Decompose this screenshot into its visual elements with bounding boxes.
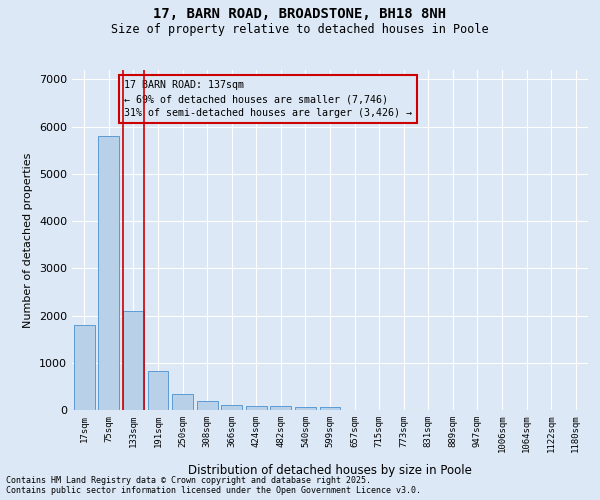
Bar bbox=[246, 406, 267, 410]
Bar bbox=[221, 405, 242, 410]
X-axis label: Distribution of detached houses by size in Poole: Distribution of detached houses by size … bbox=[188, 464, 472, 476]
Bar bbox=[123, 312, 144, 410]
Text: 17 BARN ROAD: 137sqm
← 69% of detached houses are smaller (7,746)
31% of semi-de: 17 BARN ROAD: 137sqm ← 69% of detached h… bbox=[124, 80, 412, 118]
Bar bbox=[197, 401, 218, 410]
Text: Contains HM Land Registry data © Crown copyright and database right 2025.: Contains HM Land Registry data © Crown c… bbox=[6, 476, 371, 485]
Y-axis label: Number of detached properties: Number of detached properties bbox=[23, 152, 34, 328]
Text: 17, BARN ROAD, BROADSTONE, BH18 8NH: 17, BARN ROAD, BROADSTONE, BH18 8NH bbox=[154, 8, 446, 22]
Bar bbox=[98, 136, 119, 410]
Bar bbox=[74, 326, 95, 410]
Text: Size of property relative to detached houses in Poole: Size of property relative to detached ho… bbox=[111, 22, 489, 36]
Bar bbox=[271, 406, 292, 410]
Text: Contains public sector information licensed under the Open Government Licence v3: Contains public sector information licen… bbox=[6, 486, 421, 495]
Bar bbox=[320, 407, 340, 410]
Bar bbox=[148, 372, 169, 410]
Bar bbox=[172, 394, 193, 410]
Bar bbox=[295, 407, 316, 410]
